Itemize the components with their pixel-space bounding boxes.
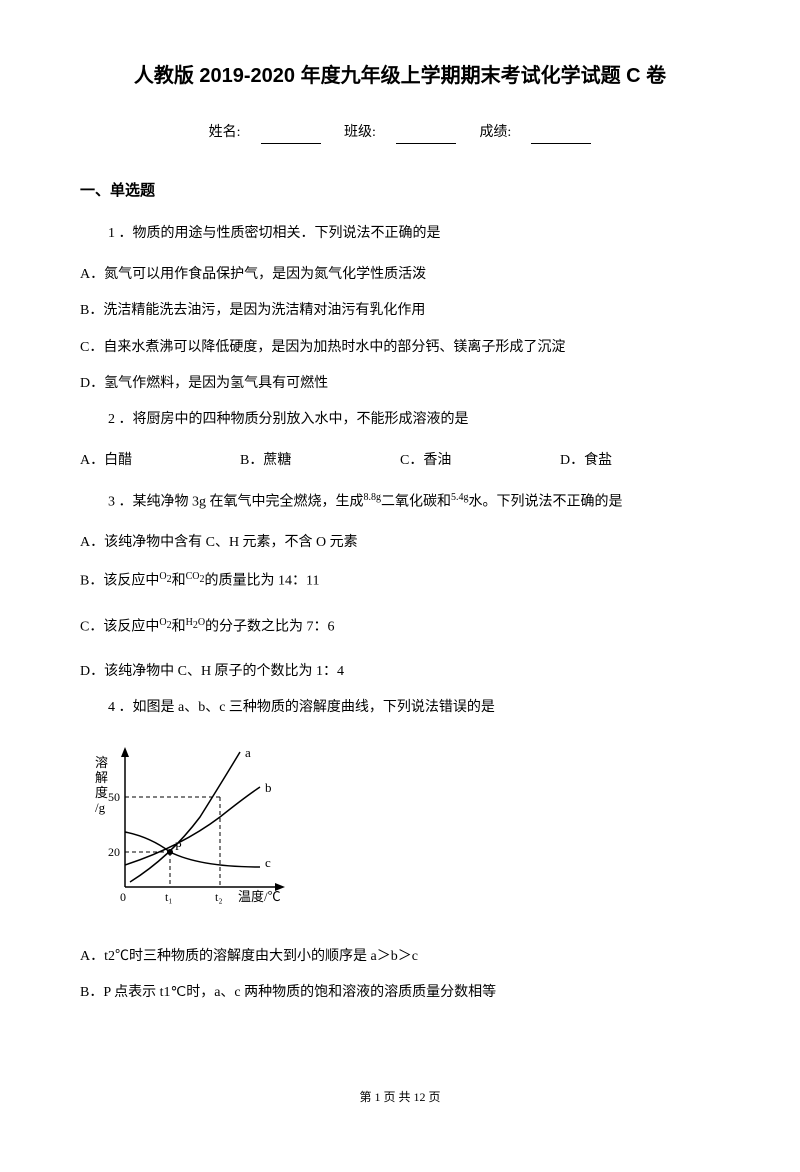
q1-option-d: D．氢气作燃料，是因为氢气具有可燃性 xyxy=(80,373,720,395)
footer-page-total: 12 xyxy=(414,1090,426,1104)
xtick-t2: t₂ xyxy=(215,890,223,904)
solubility-chart: 溶 解 度 /g 50 20 a b c P 0 t₁ t₂ 温度/℃ xyxy=(80,737,720,925)
ylabel-3: 度 xyxy=(95,785,108,800)
page-footer: 第 1 页 共 12 页 xyxy=(80,1088,720,1107)
label-c: c xyxy=(265,855,271,870)
y-arrow-icon xyxy=(121,747,129,757)
q2-option-a: A．白醋 xyxy=(80,450,240,472)
name-label: 姓名: xyxy=(209,125,241,140)
q4-option-b: B．P 点表示 t1℃时，a、c 两种物质的饱和溶液的溶质质量分数相等 xyxy=(80,982,720,1004)
label-b: b xyxy=(265,780,272,795)
q3c-p3: 的分子数之比为 7：6 xyxy=(205,619,335,634)
footer-p1: 第 xyxy=(359,1090,374,1104)
q2-option-c: C．香油 xyxy=(400,450,560,472)
q3-stem-p2: 二氧化碳和 xyxy=(381,495,451,510)
xtick-t1: t₁ xyxy=(165,890,173,904)
q4-option-a: A．t2℃时三种物质的溶解度由大到小的顺序是 a＞b＞c xyxy=(80,946,720,968)
student-info-row: 姓名: 班级: 成绩: xyxy=(80,122,720,144)
q3c-p1: C．该反应中 xyxy=(80,619,159,634)
yunit: /g xyxy=(95,800,106,815)
q3-stem-p3: 水。下列说法不正确的是 xyxy=(469,495,623,510)
ytick-50: 50 xyxy=(108,790,120,804)
score-label: 成绩: xyxy=(479,125,511,140)
q2-stem: 2 ．将厨房中的四种物质分别放入水中，不能形成溶液的是 xyxy=(80,409,720,431)
q3-option-a: A．该纯净物中含有 C、H 元素，不含 O 元素 xyxy=(80,532,720,554)
q2-options: A．白醋 B．蔗糖 C．香油 D．食盐 xyxy=(80,450,720,472)
q3-val1: 8.8g xyxy=(364,492,382,503)
q3-val2: 5.4g xyxy=(451,492,469,503)
class-blank[interactable] xyxy=(396,128,456,144)
q3-option-d: D．该纯净物中 C、H 原子的个数比为 1：4 xyxy=(80,661,720,683)
q4-stem: 4 ．如图是 a、b、c 三种物质的溶解度曲线，下列说法错误的是 xyxy=(80,697,720,719)
section-header: 一、单选题 xyxy=(80,179,720,203)
q1-option-b: B．洗洁精能洗去油污，是因为洗洁精对油污有乳化作用 xyxy=(80,300,720,322)
q3-stem-p1: 3 ．某纯净物 3g 在氧气中完全燃烧，生成 xyxy=(108,495,364,510)
point-p xyxy=(167,849,173,855)
label-a: a xyxy=(245,745,251,760)
q2-option-b: B．蔗糖 xyxy=(240,450,400,472)
q3-option-b: B．该反应中O2和CO2的质量比为 14：11 xyxy=(80,569,720,593)
q3b-p1: B．该反应中 xyxy=(80,573,159,588)
origin-label: 0 xyxy=(120,890,126,904)
curve-c xyxy=(125,832,260,867)
footer-p3: 页 xyxy=(426,1090,441,1104)
q3-stem: 3 ．某纯净物 3g 在氧气中完全燃烧，生成8.8g二氧化碳和5.4g水。下列说… xyxy=(80,490,720,514)
page: 人教版 2019-2020 年度九年级上学期期末考试化学试题 C 卷 姓名: 班… xyxy=(80,60,720,1132)
q3c-f2a: H xyxy=(186,617,193,628)
q1-option-a: A．氮气可以用作食品保护气，是因为氮气化学性质活泼 xyxy=(80,264,720,286)
q3b-p3: 的质量比为 14：11 xyxy=(204,573,319,588)
ytick-20: 20 xyxy=(108,845,120,859)
q3b-f2a: CO xyxy=(186,571,200,582)
ylabel-2: 解 xyxy=(95,770,108,785)
q3b-f1a: O xyxy=(159,571,166,582)
exam-title: 人教版 2019-2020 年度九年级上学期期末考试化学试题 C 卷 xyxy=(80,60,720,92)
q2-option-d: D．食盐 xyxy=(560,450,720,472)
q3c-p2: 和 xyxy=(172,619,186,634)
name-blank[interactable] xyxy=(261,128,321,144)
q3-option-c: C．该反应中O2和H2O的分子数之比为 7：6 xyxy=(80,615,720,639)
xlabel: 温度/℃ xyxy=(238,889,281,904)
class-label: 班级: xyxy=(344,125,376,140)
q1-stem: 1 ．物质的用途与性质密切相关．下列说法不正确的是 xyxy=(80,223,720,245)
q3c-f1a: O xyxy=(159,617,166,628)
label-p: P xyxy=(175,839,182,853)
score-blank[interactable] xyxy=(531,128,591,144)
q1-option-c: C．自来水煮沸可以降低硬度，是因为加热时水中的部分钙、镁离子形成了沉淀 xyxy=(80,337,720,359)
q3b-p2: 和 xyxy=(172,573,186,588)
footer-p2: 页 共 xyxy=(380,1090,413,1104)
q3c-f2c: O xyxy=(198,617,205,628)
ylabel-1: 溶 xyxy=(95,755,108,770)
curve-a xyxy=(130,752,240,882)
chart-svg: 溶 解 度 /g 50 20 a b c P 0 t₁ t₂ 温度/℃ xyxy=(80,737,310,917)
